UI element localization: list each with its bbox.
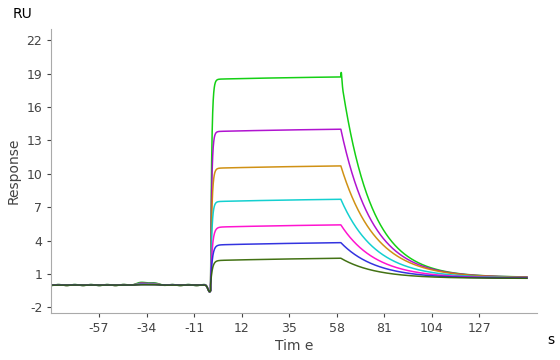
- Text: RU: RU: [12, 7, 32, 21]
- Text: s: s: [547, 333, 554, 347]
- Y-axis label: Response: Response: [7, 138, 21, 204]
- X-axis label: Tim e: Tim e: [275, 339, 314, 353]
